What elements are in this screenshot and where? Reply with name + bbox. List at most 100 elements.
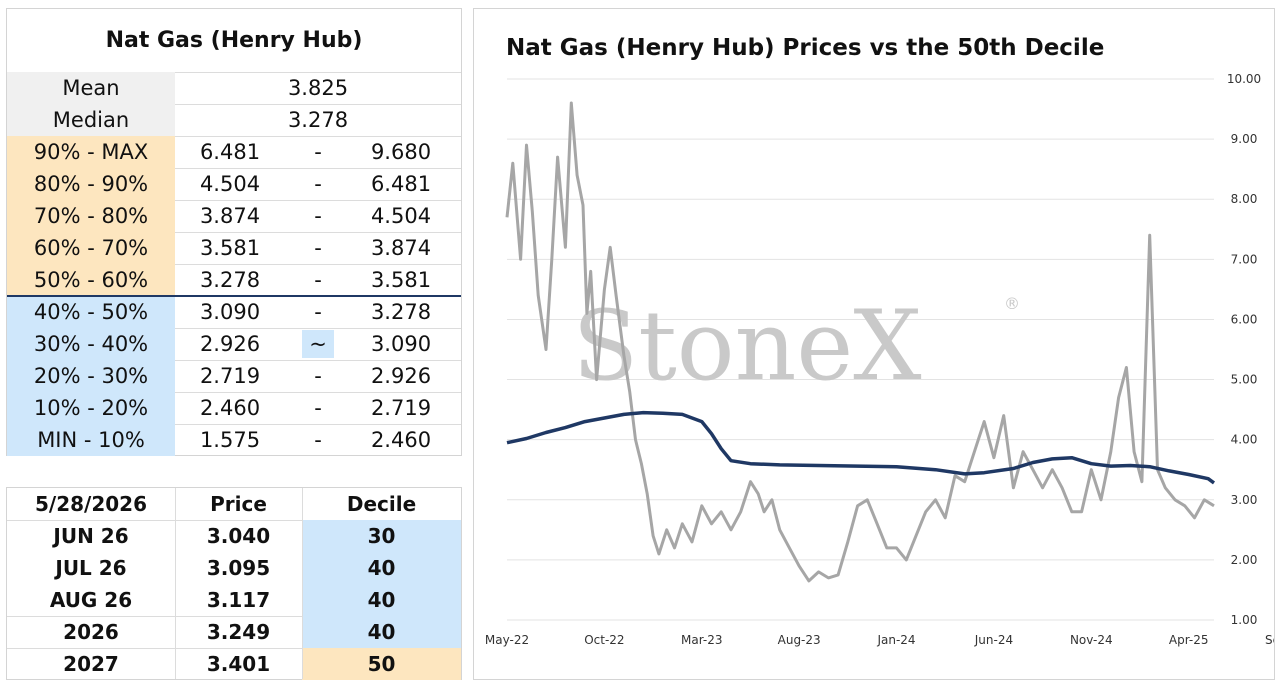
decile-row: 30% - 40% 2.926 ~3.090 (7, 328, 461, 360)
decile-high: 6.481 (370, 172, 432, 196)
decile-row: 20% - 30% 2.719 - 2.926 (7, 360, 461, 392)
table-title: Nat Gas (Henry Hub) (105, 28, 363, 53)
contract-decile: 40 (302, 616, 461, 648)
chart-title: Nat Gas (Henry Hub) Prices vs the 50th D… (506, 35, 1105, 61)
divider (7, 648, 461, 649)
divider (7, 360, 461, 361)
decile-low: 3.278 (199, 268, 261, 292)
decile-label: 40% - 50% (7, 296, 175, 328)
decile-label: 20% - 30% (7, 360, 175, 392)
decile-high: 3.278 (370, 300, 432, 324)
contract-decile: 40 (302, 584, 461, 616)
decile-label: 50% - 60% (7, 264, 175, 296)
decile-separator: - (314, 364, 322, 388)
y-tick-label: 2.00 (1231, 553, 1258, 567)
y-tick-label: 5.00 (1231, 373, 1258, 387)
decile-label: 90% - MAX (7, 136, 175, 168)
decile-separator: - (314, 428, 322, 452)
median-value: 3.278 (287, 108, 349, 132)
contract-price: 3.249 (206, 620, 271, 644)
contract-decile: 30 (302, 520, 461, 552)
y-tick-label: 6.00 (1231, 312, 1258, 326)
mean-value: 3.825 (287, 76, 349, 100)
x-tick-label: Apr-25 (1169, 633, 1209, 647)
decile-label: 30% - 40% (7, 328, 175, 360)
x-tick-label: Jun-24 (974, 633, 1013, 647)
divider (7, 616, 461, 617)
decile-low: 4.504 (199, 172, 261, 196)
column-divider (302, 488, 303, 679)
contract-decile: 50 (302, 648, 461, 680)
decile-separator: - (314, 396, 322, 420)
decile-separator: - (314, 236, 322, 260)
x-tick-label: Aug-23 (778, 633, 821, 647)
header-decile: Decile (346, 492, 417, 516)
contract-price: 3.117 (206, 588, 271, 612)
y-tick-label: 7.00 (1231, 252, 1258, 266)
y-tick-label: 8.00 (1231, 192, 1258, 206)
decile-label: 70% - 80% (7, 200, 175, 232)
decile-high: 3.090 (370, 332, 432, 356)
decile-low: 3.090 (199, 300, 261, 324)
contract-name: 2027 (63, 652, 119, 676)
x-tick-label: Sep-25 (1265, 633, 1274, 647)
contract-price: 3.095 (206, 556, 271, 580)
decile-low: 1.575 (199, 428, 261, 452)
divider (7, 136, 461, 137)
contracts-table: 5/28/2026 Price Decile JUN 26 3.040 30 JUL … (6, 487, 462, 680)
price-series-line (505, 101, 1215, 583)
contract-name: 2026 (63, 620, 119, 644)
divider (7, 328, 461, 329)
contract-price: 3.040 (206, 524, 271, 548)
decile-separator: - (314, 172, 322, 196)
price-chart: StoneX ® 1.00 2.00 3.00 4.00 5.00 6.00 7.00 8.0… (485, 72, 1274, 647)
decile-table: Nat Gas (Henry Hub) Mean 3.825 Median 3.… (6, 8, 462, 456)
header-price: Price (210, 492, 267, 516)
decile-high: 4.504 (370, 204, 432, 228)
contract-row: JUL 26 3.095 40 (7, 552, 461, 584)
divider (7, 392, 461, 393)
x-tick-label: Mar-23 (681, 633, 722, 647)
watermark: StoneX (572, 290, 921, 402)
gridlines (507, 78, 1214, 621)
decile-low: 3.874 (199, 204, 261, 228)
decile-low: 3.581 (199, 236, 261, 260)
median-divider (7, 295, 461, 297)
mean-row: Mean 3.825 (7, 72, 461, 104)
decile-row: 40% - 50% 3.090 - 3.278 (7, 296, 461, 328)
divider (7, 232, 461, 233)
decile-low: 6.481 (199, 140, 261, 164)
y-tick-label: 9.00 (1231, 132, 1258, 146)
x-tick-label: Nov-24 (1070, 633, 1113, 647)
header-date: 5/28/2026 (34, 492, 148, 516)
decile-low: 2.719 (199, 364, 261, 388)
x-tick-label: May-22 (485, 633, 529, 647)
divider (7, 72, 461, 73)
decile-high: 3.581 (370, 268, 432, 292)
x-tick-label: Jan-24 (876, 633, 915, 647)
divider (7, 168, 461, 169)
contract-name: AUG 26 (49, 588, 133, 612)
y-tick-label: 10.00 (1227, 72, 1261, 86)
mean-label: Mean (7, 72, 175, 104)
divider (7, 200, 461, 201)
decile-high: 2.460 (370, 428, 432, 452)
decile-series-line (506, 410, 1216, 485)
decile-separator: - (314, 140, 322, 164)
divider (7, 520, 461, 521)
series-lines (505, 101, 1216, 583)
decile-row: 10% - 20% 2.460 - 2.719 (7, 392, 461, 424)
decile-low: 2.460 (199, 396, 261, 420)
divider (7, 264, 461, 265)
decile-label: 80% - 90% (7, 168, 175, 200)
decile-separator: - (314, 268, 322, 292)
decile-row: 70% - 80% 3.874 - 4.504 (7, 200, 461, 232)
decile-row: MIN - 10% 1.575 - 2.460 (7, 424, 461, 456)
decile-row: 80% - 90% 4.504 - 6.481 (7, 168, 461, 200)
contracts-header: 5/28/2026 Price Decile (7, 488, 461, 520)
decile-label: 60% - 70% (7, 232, 175, 264)
watermark-registered-mark: ® (1004, 294, 1020, 313)
decile-high: 3.874 (370, 236, 432, 260)
decile-high: 2.926 (370, 364, 432, 388)
decile-high: 2.719 (370, 396, 432, 420)
